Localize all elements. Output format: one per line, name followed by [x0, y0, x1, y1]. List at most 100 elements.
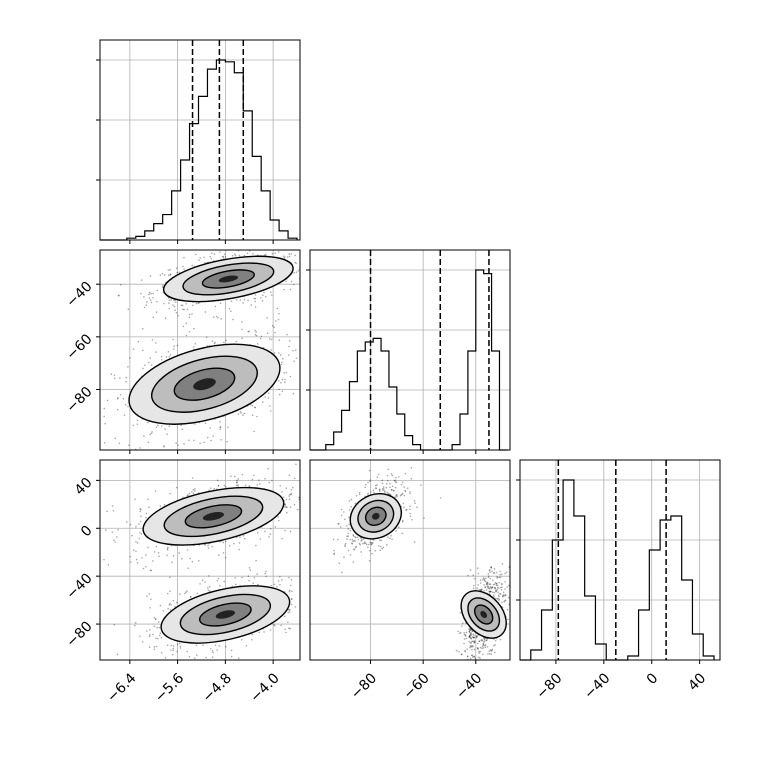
sample-point: [157, 551, 160, 554]
sample-point: [284, 503, 286, 505]
sample-point: [271, 324, 274, 327]
sample-point: [254, 406, 256, 409]
sample-point: [482, 644, 485, 646]
sample-point: [479, 650, 482, 653]
sample-point: [255, 331, 257, 333]
sample-point: [483, 590, 485, 592]
sample-point: [288, 246, 290, 248]
sample-point: [278, 352, 280, 354]
sample-point: [250, 304, 253, 306]
sample-point: [340, 508, 343, 511]
sample-point: [149, 606, 151, 609]
sample-point: [260, 335, 263, 338]
sample-point: [178, 642, 181, 645]
sample-point: [373, 491, 375, 494]
sample-point: [290, 603, 293, 606]
sample-point: [470, 633, 472, 636]
sample-point: [304, 588, 306, 590]
sample-point: [148, 646, 151, 648]
sample-point: [261, 300, 264, 302]
scatter-panel-0-2: [96, 455, 306, 664]
sample-point: [479, 579, 482, 582]
sample-point: [135, 525, 137, 528]
sample-point: [469, 569, 472, 571]
sample-point: [498, 576, 500, 579]
sample-point: [294, 349, 297, 352]
sample-point: [238, 245, 240, 247]
sample-point: [387, 536, 389, 539]
sample-point: [289, 589, 291, 592]
sample-point: [207, 575, 210, 577]
sample-point: [480, 639, 483, 642]
sample-point: [471, 656, 474, 658]
sample-point: [269, 528, 272, 530]
sample-point: [493, 644, 495, 647]
sample-point: [106, 399, 109, 402]
sample-point: [354, 536, 357, 539]
sample-point: [206, 587, 209, 589]
sample-point: [254, 329, 256, 332]
sample-point: [483, 578, 485, 580]
sample-point: [458, 632, 461, 635]
sample-point: [289, 530, 292, 533]
sample-point: [494, 586, 496, 589]
sample-point: [104, 422, 106, 425]
sample-point: [241, 473, 244, 476]
sample-point: [483, 637, 486, 640]
sample-point: [476, 635, 478, 638]
sample-point: [118, 442, 121, 445]
sample-point: [168, 299, 171, 302]
sample-point: [264, 396, 267, 398]
sample-point: [156, 626, 158, 629]
sample-point: [141, 641, 144, 643]
sample-point: [494, 581, 497, 584]
sample-point: [145, 512, 148, 515]
sample-point: [203, 256, 205, 259]
sample-point: [495, 589, 497, 592]
sample-point: [463, 638, 466, 640]
sample-point: [480, 589, 483, 591]
sample-point: [473, 640, 476, 642]
sample-point: [230, 475, 232, 477]
sample-point: [394, 480, 397, 483]
sample-point: [145, 554, 147, 556]
contour-line: [160, 585, 291, 644]
sample-point: [252, 252, 254, 255]
sample-point: [491, 586, 494, 588]
sample-point: [185, 322, 188, 325]
sample-point: [338, 562, 341, 565]
sample-point: [226, 440, 228, 443]
sample-point: [160, 355, 163, 358]
sample-point: [496, 588, 499, 591]
sample-point: [153, 645, 156, 648]
sample-point: [205, 336, 208, 338]
sample-point: [203, 441, 205, 444]
sample-point: [234, 253, 236, 256]
sample-point: [247, 575, 250, 577]
sample-point: [163, 446, 165, 448]
sample-point: [288, 253, 291, 255]
sample-point: [156, 300, 158, 303]
sample-point: [141, 327, 144, 330]
sample-point: [489, 577, 492, 580]
sample-point: [284, 256, 286, 258]
sample-point: [245, 644, 248, 647]
sample-point: [209, 647, 212, 650]
sample-point: [157, 424, 159, 426]
sample-point: [479, 582, 482, 584]
sample-point: [399, 494, 402, 497]
sample-point: [278, 455, 280, 457]
panel-content: [103, 455, 306, 660]
sample-point: [472, 587, 475, 590]
sample-point: [478, 662, 480, 664]
sample-point: [134, 498, 136, 500]
sample-point: [127, 366, 129, 368]
sample-point: [377, 473, 380, 476]
sample-point: [487, 653, 489, 655]
sample-point: [489, 591, 491, 593]
sample-point: [225, 248, 227, 250]
contour-line: [128, 343, 281, 425]
sample-point: [500, 589, 503, 591]
sample-point: [186, 650, 188, 653]
sample-point: [236, 479, 238, 482]
